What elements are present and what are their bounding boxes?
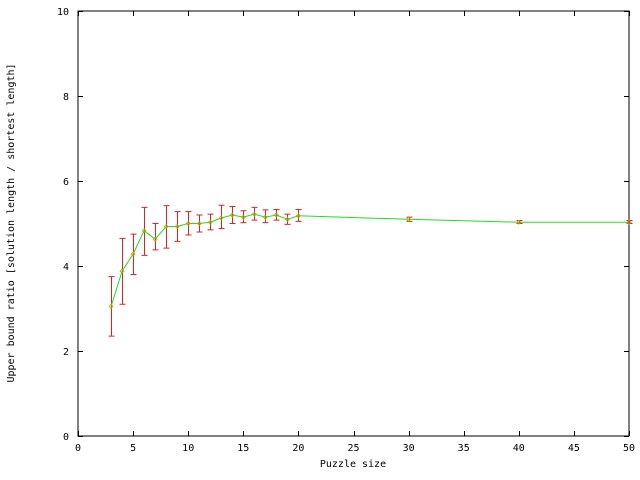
x-tick-label: 35 [458, 443, 470, 454]
data-point [174, 223, 180, 230]
y-tick-label: 0 [63, 432, 69, 443]
data-point [108, 303, 114, 309]
data-point [295, 213, 301, 219]
y-tick-label: 2 [63, 347, 69, 358]
data-point [141, 228, 147, 234]
series-polyline [110, 213, 629, 307]
plot-frame [77, 10, 630, 437]
y-tick-label: 10 [57, 7, 69, 18]
data-point [152, 236, 158, 242]
x-tick-label: 30 [403, 443, 415, 454]
data-point [207, 219, 213, 225]
x-tick-label: 15 [237, 443, 249, 454]
y-tick-label: 4 [63, 262, 69, 273]
x-tick-label: 10 [182, 443, 194, 454]
y-tick-label: 8 [63, 92, 69, 103]
data-points [108, 211, 632, 309]
data-point [196, 220, 202, 227]
x-tick-label: 5 [130, 443, 136, 454]
data-point [163, 223, 169, 230]
data-point [626, 219, 632, 225]
data-point [516, 219, 522, 225]
data-point [251, 211, 257, 217]
x-tick-label: 40 [513, 443, 525, 454]
data-point [240, 214, 246, 220]
x-axis-title: Puzzle size [320, 459, 386, 470]
data-point [284, 216, 290, 222]
x-tick-label: 50 [623, 443, 635, 454]
data-point [218, 215, 224, 221]
x-tick-label: 45 [568, 443, 580, 454]
series-line [110, 213, 629, 307]
x-tick-label: 25 [347, 443, 359, 454]
axes [77, 10, 630, 437]
data-point [273, 212, 279, 218]
error-bars [108, 204, 633, 337]
x-tick-label: 20 [292, 443, 304, 454]
ticks: 0 5 10 15 20 25 30 35 40 45 50 0 2 4 6 8 10 [57, 7, 635, 454]
y-tick-label: 6 [63, 177, 69, 188]
data-point [406, 216, 412, 222]
data-point [185, 220, 191, 227]
data-point [130, 251, 136, 257]
data-point [119, 268, 125, 274]
data-point [262, 214, 268, 220]
data-point [229, 212, 235, 218]
y-axis-title: Upper bound ratio [solution length / sho… [6, 63, 17, 382]
x-tick-label: 0 [75, 443, 81, 454]
